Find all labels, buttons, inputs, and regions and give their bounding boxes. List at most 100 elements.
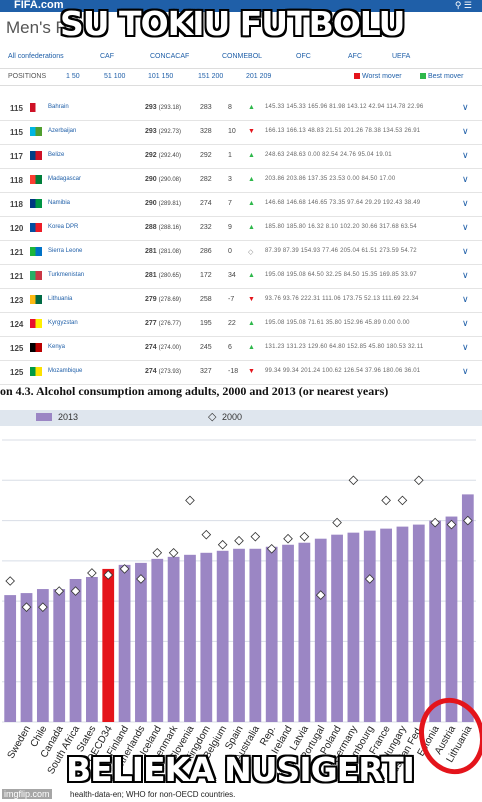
confederation-tab[interactable]: UEFA [392,53,411,60]
total-points: 290 (289.81) [145,200,181,207]
confederation-tab[interactable]: CAF [100,53,114,60]
confederation-tab[interactable]: CONMEBOL [222,53,263,60]
chevron-down-icon[interactable]: ∨ [462,270,469,280]
bar-2013 [249,548,262,722]
chevron-down-icon[interactable]: ∨ [462,126,469,136]
country-name[interactable]: Korea DPR [48,224,79,230]
rank-number: 125 [10,368,24,377]
ranking-stats: 146.68 146.68 146.65 73.35 97.64 29.29 1… [265,200,421,206]
table-row[interactable]: 118 Namibia 290 (289.81) 274 7 ▲ 146.68 146.68… [0,192,482,217]
confederation-tab[interactable]: AFC [348,53,362,60]
country-name[interactable]: Namibia [48,200,71,206]
rank-change: 10 [228,128,236,135]
bar-2013 [53,589,66,722]
table-row[interactable]: 117 Belize 292 (292.40) 292 1 ▲ 248.63 248.63 … [0,144,482,169]
table-row[interactable]: 115 Azerbaijan 293 (292.73) 328 10 ▼ 166.13 16… [0,120,482,145]
watermark: imgflip.com [2,789,52,799]
header-icons[interactable]: ⚲ ☰ [454,0,472,10]
point-2000 [38,602,48,612]
table-row[interactable]: 121 Sierra Leone 281 (281.08) 286 0 ◇ 87.39 87… [0,240,482,265]
fifa-logo[interactable]: FIFA.com [14,0,64,11]
country-flag [30,319,42,328]
position-range-tab[interactable]: 51 100 [104,73,126,80]
best-mover-filter[interactable]: Best mover [420,73,463,80]
ranking-stats: 185.80 185.80 16.32 8.10 102.20 30.66 31… [265,224,417,230]
ranking-stats: 203.86 203.86 137.35 23.53 0.00 84.50 17… [265,176,396,182]
chevron-down-icon[interactable]: ∨ [462,150,469,160]
confederation-tab[interactable]: OFC [296,53,311,60]
table-row[interactable]: 118 Madagascar 290 (290.08) 282 3 ▲ 203.86 203… [0,168,482,193]
country-name[interactable]: Bahrain [48,104,69,110]
positions-bar: POSITIONS 1 50 51 100 101 150 151 200 201 209… [0,68,482,86]
chevron-down-icon[interactable]: ∨ [462,222,469,232]
total-points: 277 (276.77) [145,320,181,327]
point-2000 [136,574,146,584]
country-name[interactable]: Azerbaijan [48,128,77,134]
chevron-down-icon[interactable]: ∨ [462,366,469,376]
chevron-down-icon[interactable]: ∨ [462,246,469,256]
bar-2013 [298,542,311,722]
country-name[interactable]: Belize [48,152,65,158]
chevron-down-icon[interactable]: ∨ [462,102,469,112]
chevron-down-icon[interactable]: ∨ [462,318,469,328]
previous-rank: 282 [200,176,212,183]
bar-2013 [331,534,343,722]
ranking-stats: 93.76 93.76 222.31 111.06 173.75 52.13 1… [265,296,419,302]
chevron-down-icon[interactable]: ∨ [462,174,469,184]
table-row[interactable]: 125 Mozambique 274 (273.93) 327 -18 ▼ 99.34 99… [0,360,482,385]
table-row[interactable]: 125 Kenya 274 (274.00) 245 6 ▲ 131.23 131.23 1… [0,336,482,361]
position-range-tab[interactable]: 151 200 [198,73,224,80]
bar-2013 [86,576,98,722]
previous-rank: 292 [200,152,212,159]
bar-2013 [151,558,164,722]
ranking-stats: 99.34 99.34 201.24 100.62 126.54 37.96 1… [265,368,421,374]
confederation-tab[interactable]: CONCACAF [150,53,190,60]
worst-mover-filter[interactable]: Worst mover [354,73,402,80]
rank-change: 34 [228,272,236,279]
chevron-down-icon[interactable]: ∨ [462,342,469,352]
total-points: 293 (293.18) [145,104,181,111]
country-name[interactable]: Kyrgyzstan [48,320,78,326]
bar-2013 [4,595,17,722]
country-name[interactable]: Kenya [48,344,66,350]
country-name[interactable]: Madagascar [48,176,82,182]
position-range-tab[interactable]: 101 150 [148,73,174,80]
previous-rank: 328 [200,128,212,135]
ranking-stats: 195.08 195.08 64.50 32.25 84.50 15.35 16… [265,272,417,278]
red-circle-annotation [419,697,482,775]
position-range-tab[interactable]: 201 209 [246,73,272,80]
table-row[interactable]: 115 Bahrain 293 (293.18) 283 8 ▲ 145.33 145.33… [0,96,482,121]
arrow-up-icon: ▲ [248,176,255,183]
rank-number: 117 [10,152,23,161]
chevron-down-icon[interactable]: ∨ [462,198,469,208]
point-2000 [234,535,244,546]
bar-2013 [363,530,376,722]
table-row[interactable]: 120 Korea DPR 288 (288.16) 232 9 ▲ 185.80 185.… [0,216,482,241]
position-range-tab[interactable]: 1 50 [66,73,80,80]
country-name[interactable]: Lithuania [48,296,73,302]
arrow-down-icon: ▼ [248,296,255,303]
bar-2013 [69,578,82,722]
country-name[interactable]: Turkmenistan [48,272,85,278]
table-row[interactable]: 123 Lithuania 279 (278.69) 258 -7 ▼ 93.76 93.7… [0,288,482,313]
table-row[interactable]: 121 Turkmenistan 281 (280.65) 172 34 ▲ 195.08 … [0,264,482,289]
arrow-up-icon: ▲ [248,152,255,159]
total-points: 274 (273.93) [145,368,181,375]
chevron-down-icon[interactable]: ∨ [462,294,469,304]
rank-change: -18 [228,368,239,375]
country-name[interactable]: Mozambique [48,368,83,374]
country-flag [30,367,42,376]
bar-2013 [184,554,196,722]
bar-2013 [412,524,425,722]
total-points: 274 (274.00) [145,344,181,351]
country-name[interactable]: Sierra Leone [48,248,83,254]
rank-number: 123 [10,296,24,305]
rank-change: 9 [228,224,232,231]
country-flag [30,127,42,136]
bar-2013 [36,589,49,722]
total-points: 281 (280.65) [145,272,181,279]
point-2000 [364,574,375,584]
confederation-tab[interactable]: All confederations [8,53,64,60]
table-row[interactable]: 124 Kyrgyzstan 277 (276.77) 195 22 ▲ 195.08 19… [0,312,482,337]
